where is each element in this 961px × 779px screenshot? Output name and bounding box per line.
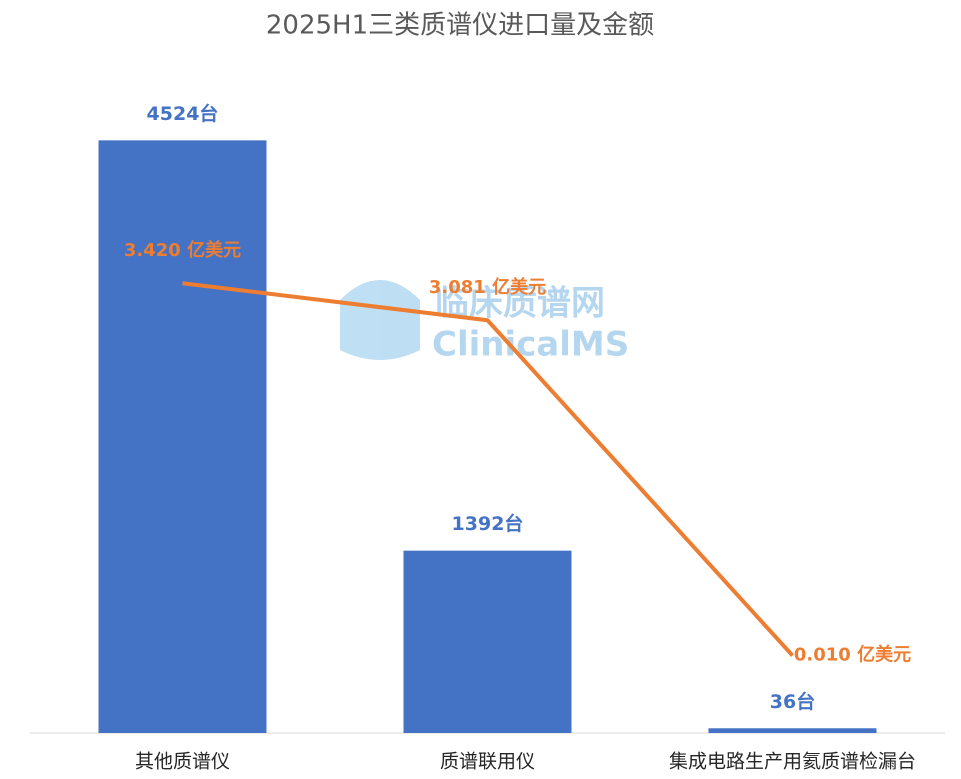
x-tick-label: 质谱联用仪 xyxy=(440,751,535,773)
bar xyxy=(708,728,877,733)
watermark-text: ClinicalMS xyxy=(432,325,629,365)
watermark: 临床质谱网 ClinicalMS xyxy=(340,280,629,365)
x-tick-label: 集成电路生产用氦质谱检漏台 xyxy=(669,751,916,773)
line-value-label: 3.420 亿美元 xyxy=(124,239,241,261)
bar-value-label: 36台 xyxy=(770,690,815,713)
line xyxy=(182,281,794,657)
bar xyxy=(98,140,267,733)
watermark-logo xyxy=(340,280,420,360)
bar-value-label: 1392台 xyxy=(452,512,524,535)
line-value-label: 3.081 亿美元 xyxy=(429,276,546,298)
x-tick-label: 其他质谱仪 xyxy=(135,751,230,773)
line-value-label: 0.010 亿美元 xyxy=(794,643,911,665)
bar-value-label: 4524台 xyxy=(147,102,219,125)
chart-title: 2025H1三类质谱仪进口量及金额 xyxy=(266,11,654,41)
bar xyxy=(403,550,572,733)
